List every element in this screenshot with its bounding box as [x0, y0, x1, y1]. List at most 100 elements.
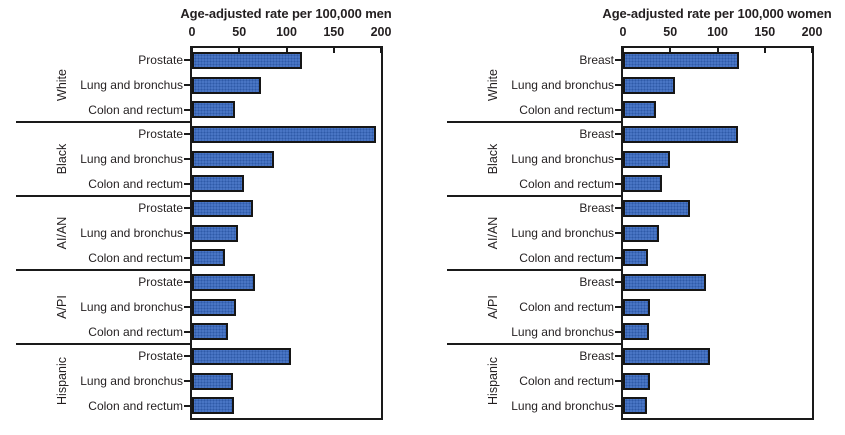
- bar-row: Colon and rectum: [0, 245, 420, 270]
- bar: [192, 249, 226, 267]
- bar: [623, 224, 659, 242]
- axis-tick-label: 0: [188, 25, 196, 39]
- bar-label: Lung and bronchus: [511, 226, 614, 240]
- women-chart-title: Age-adjusted rate per 100,000 women: [602, 6, 832, 21]
- bar-row: Breast: [431, 196, 845, 221]
- race-group: Black Prostate Lung and bronchus Colon and …: [0, 122, 420, 197]
- group-separator: [16, 121, 190, 123]
- group-separator: [447, 121, 621, 123]
- bar-row: Breast: [431, 48, 845, 73]
- group-separator: [16, 269, 190, 271]
- bar: [623, 397, 647, 415]
- axis-tick-mark: [380, 46, 382, 53]
- axis-tick-dash: [184, 182, 190, 185]
- axis-tick-dash: [184, 281, 190, 284]
- bar-row: Lung and bronchus: [431, 319, 845, 344]
- axis-tick-dash: [184, 380, 190, 382]
- bar-label: Colon and rectum: [88, 176, 183, 191]
- bar: [192, 347, 292, 365]
- axis-tick-dash: [615, 404, 621, 407]
- axis-tick-dash: [615, 330, 621, 333]
- bar-label: Lung and bronchus: [80, 374, 183, 388]
- axis-tick-dash: [615, 182, 621, 185]
- bar-label: Colon and rectum: [88, 398, 183, 413]
- axis-tick-label: 50: [232, 25, 247, 39]
- axis-tick-mark: [238, 46, 241, 53]
- axis-tick-dash: [184, 306, 190, 308]
- bar-label: Lung and bronchus: [511, 324, 614, 339]
- bar-row: Lung and bronchus: [431, 73, 845, 98]
- bar-label: Lung and bronchus: [511, 152, 614, 166]
- axis-tick-mark: [669, 46, 672, 53]
- bar-label: Breast: [579, 127, 614, 142]
- bar-label: Lung and bronchus: [80, 226, 183, 240]
- race-group: A/PI Prostate Lung and bronchus Colon and r…: [0, 270, 420, 345]
- bar-row: Prostate: [0, 48, 420, 73]
- axis-tick-mark: [763, 46, 766, 53]
- bar: [192, 125, 377, 143]
- axis-tick-dash: [615, 232, 621, 234]
- axis-tick-dash: [184, 84, 190, 86]
- bar-label: Breast: [579, 201, 614, 216]
- group-separator: [447, 343, 621, 345]
- axis-tick-mark: [332, 46, 335, 53]
- bar: [192, 199, 253, 217]
- bar-label: Lung and bronchus: [80, 152, 183, 166]
- axis-tick-dash: [184, 404, 190, 407]
- bar-row: Breast: [431, 122, 845, 147]
- race-group-label: Black: [55, 143, 69, 175]
- bar-label: Prostate: [138, 349, 183, 364]
- axis-tick-label: 100: [707, 25, 728, 39]
- bar-row: Colon and rectum: [0, 319, 420, 344]
- bar-rows: White Breast Lung and bronchus Colon and re…: [431, 48, 845, 418]
- bar: [192, 372, 233, 390]
- bar-row: Breast: [431, 270, 845, 295]
- bar: [192, 224, 239, 242]
- bar-row: Lung and bronchus: [431, 221, 845, 246]
- bar: [192, 273, 256, 291]
- race-group: Hispanic Breast Colon and rectum Lung and b…: [431, 344, 845, 418]
- race-group-label: AI/AN: [55, 216, 69, 250]
- bar: [192, 397, 234, 415]
- axis-tick-label: 200: [370, 25, 392, 39]
- bar-label: Colon and rectum: [519, 250, 614, 265]
- bar: [192, 150, 275, 168]
- bar: [623, 347, 710, 365]
- bar-row: Lung and bronchus: [0, 147, 420, 172]
- bar: [623, 298, 650, 316]
- bar: [623, 76, 675, 94]
- bar-label: Prostate: [138, 275, 183, 290]
- group-separator: [16, 195, 190, 197]
- bar-row: Prostate: [0, 196, 420, 221]
- women-chart: Age-adjusted rate per 100,000 women 0 50 1…: [431, 0, 845, 435]
- race-group: AI/AN Prostate Lung and bronchus Colon and …: [0, 196, 420, 271]
- bar-row: Colon and rectum: [431, 171, 845, 196]
- axis-tick-dash: [615, 281, 621, 284]
- race-group-label: Black: [486, 143, 500, 175]
- group-separator: [447, 195, 621, 197]
- race-group: A/PI Breast Colon and rectum Lung and bronc…: [431, 270, 845, 345]
- bar-row: Lung and bronchus: [431, 147, 845, 172]
- bar-label: Prostate: [138, 53, 183, 68]
- bar-label: Colon and rectum: [519, 374, 614, 388]
- bar-label: Colon and rectum: [88, 250, 183, 265]
- bar-label: Colon and rectum: [519, 300, 614, 314]
- axis-tick-label: 50: [663, 25, 678, 39]
- axis-tick-label: 200: [801, 25, 823, 39]
- bar-label: Colon and rectum: [519, 102, 614, 117]
- bar-label: Breast: [579, 275, 614, 290]
- bar-label: Prostate: [138, 127, 183, 142]
- axis-tick-dash: [184, 256, 190, 259]
- race-group-label: A/PI: [486, 295, 500, 319]
- race-group: AI/AN Breast Lung and bronchus Colon and re…: [431, 196, 845, 271]
- axis-tick-dash: [615, 207, 621, 210]
- bar-row: Lung and bronchus: [0, 221, 420, 246]
- race-group: Black Breast Lung and bronchus Colon and re…: [431, 122, 845, 197]
- bar-row: Colon and rectum: [431, 97, 845, 122]
- race-group-label: Hispanic: [55, 357, 69, 405]
- race-group-label: White: [486, 69, 500, 101]
- axis-tick-mark: [191, 46, 193, 53]
- bar-label: Lung and bronchus: [511, 398, 614, 413]
- bar-label: Colon and rectum: [88, 324, 183, 339]
- axis-tick-dash: [615, 59, 621, 62]
